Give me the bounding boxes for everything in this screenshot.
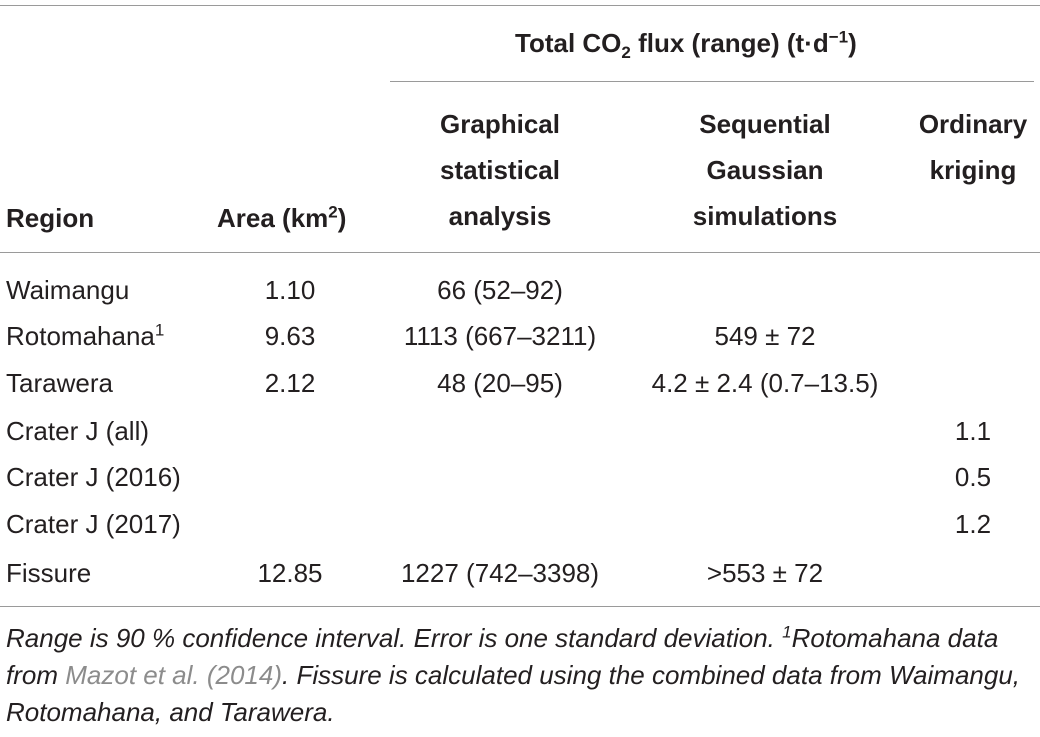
cell-region: Rotomahana1: [6, 320, 165, 351]
cell-area: 12.85: [257, 558, 323, 588]
cell-region: Waimangu: [6, 275, 130, 305]
header-sequential-line3: simulations: [692, 201, 838, 231]
cell-graphical: 66 (52–92): [437, 275, 563, 305]
header-graphical-line1: Graphical: [440, 109, 560, 139]
header-bottom-rule: [0, 252, 1040, 253]
cell-sequential: 4.2 ± 2.4 (0.7–13.5): [651, 368, 879, 398]
cell-kriging: 1.1: [954, 416, 992, 446]
cell-region: Crater J (2016): [6, 462, 181, 492]
cell-sequential: 549 ± 72: [714, 321, 816, 351]
cell-region: Tarawera: [6, 368, 113, 398]
table-bottom-rule: [0, 606, 1040, 607]
cell-kriging: 1.2: [954, 509, 992, 539]
header-kriging-line2: kriging: [929, 155, 1017, 185]
cell-region: Fissure: [6, 558, 92, 588]
header-sequential-line2: Gaussian: [706, 155, 824, 185]
group-header-rule: [390, 81, 1034, 82]
cell-area: 2.12: [264, 368, 316, 398]
header-sequential-line1: Sequential: [699, 109, 831, 139]
cell-area: 1.10: [264, 275, 316, 305]
header-graphical-line3: analysis: [448, 201, 552, 231]
cell-graphical: 48 (20–95): [437, 368, 563, 398]
cell-area: 9.63: [264, 321, 316, 351]
group-header-title: Total CO2 flux (range) (t·d−1): [515, 27, 857, 63]
cell-kriging: 0.5: [954, 462, 992, 492]
cell-region: Crater J (all): [6, 416, 150, 446]
cell-graphical: 1113 (667–3211): [403, 321, 597, 351]
cell-sequential: >553 ± 72: [706, 558, 824, 588]
top-rule: [0, 5, 1040, 6]
header-graphical-line2: statistical: [440, 155, 560, 185]
header-area: Area (km2): [217, 202, 347, 233]
header-kriging-line1: Ordinary: [918, 109, 1028, 139]
cell-graphical: 1227 (742–3398): [400, 558, 600, 588]
citation-link[interactable]: Mazot et al. (2014): [65, 660, 283, 690]
header-region: Region: [6, 203, 95, 233]
table-footnote: Range is 90 % confidence interval. Error…: [6, 622, 1021, 727]
cell-region: Crater J (2017): [6, 509, 181, 539]
